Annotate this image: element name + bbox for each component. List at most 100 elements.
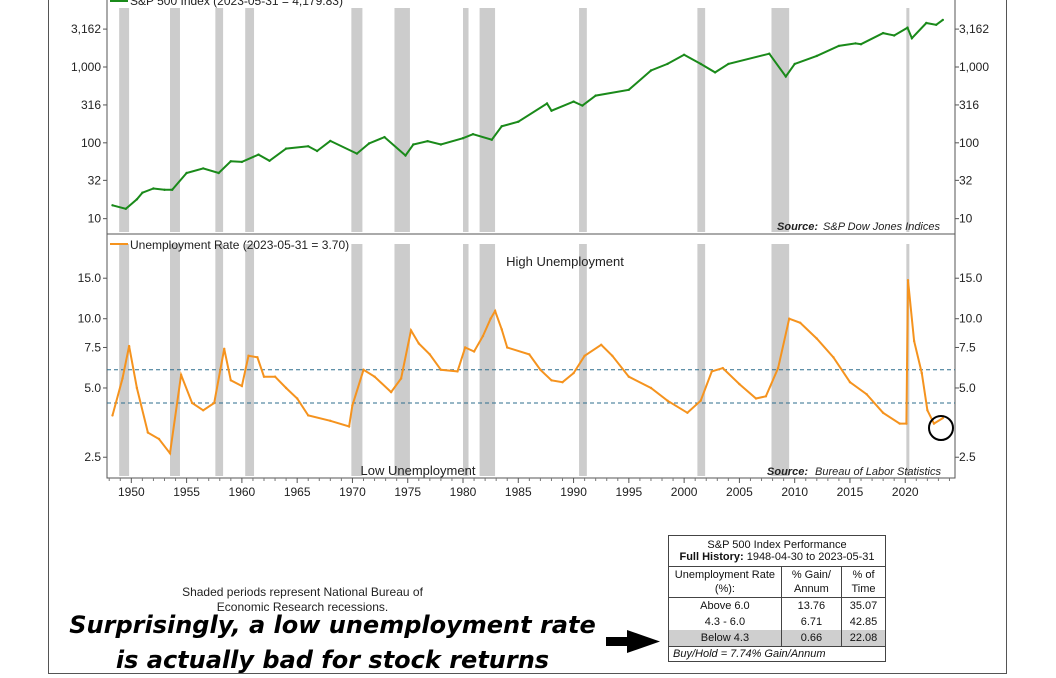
y-tick-label: 10.0: [78, 312, 102, 326]
arrow-right-icon: [606, 630, 660, 653]
unemployment-point: [417, 342, 420, 345]
recession-band: [771, 8, 790, 232]
sp500-point: [426, 140, 429, 143]
unemployment-point: [627, 375, 630, 378]
recession-band: [479, 244, 496, 476]
recession-band: [463, 244, 469, 476]
unemployment-point: [347, 425, 351, 428]
recession-band: [245, 8, 255, 232]
unemployment-point: [649, 386, 653, 390]
sp500-point: [315, 149, 319, 153]
row-gain: 6.71: [781, 614, 843, 630]
x-tick-label: 1960: [229, 485, 256, 499]
sp500-point: [713, 71, 717, 74]
recession-band: [351, 244, 363, 476]
unemployment-point: [127, 344, 131, 348]
unemployment-point: [932, 422, 936, 425]
unemployment-point: [799, 321, 802, 324]
top-panel-border: [106, 0, 956, 235]
row-gain: 13.76: [781, 597, 843, 614]
unemployment-point: [583, 354, 586, 357]
bottom-y-axis: 2.5 2.5 5.0 5.0 7.5 7.5 10.0 10.0 15.0 15.0: [78, 271, 983, 464]
sp500-point: [859, 43, 863, 46]
unemployment-point: [832, 356, 835, 359]
unemployment-point: [146, 431, 150, 434]
sp500-point: [124, 207, 128, 210]
sp500-point: [793, 62, 796, 66]
top-y-axis: 10 10 32 32 100 100 316 316 1,000 1,000 3,162 3,162: [71, 22, 989, 226]
header-gain: % Gain/ Annum: [781, 567, 843, 598]
sp500-point: [284, 147, 288, 150]
sp500-point: [545, 102, 549, 105]
unemployment-point: [168, 452, 172, 455]
x-axis: 1950 1955 1960 1965 1970 1975 1980 1985 1990 1995…: [108, 478, 950, 499]
unemployment-point: [409, 329, 413, 332]
unemployment-point: [941, 416, 944, 420]
recession-band: [479, 8, 496, 232]
unemployment-point: [611, 354, 614, 357]
recession-band: [170, 8, 180, 232]
header-time: % of Time: [841, 567, 885, 598]
unemployment-point: [600, 343, 603, 346]
unemployment-point: [284, 386, 288, 390]
unemployment-point: [528, 353, 531, 356]
unemployment-point: [481, 334, 485, 338]
unemployment-point: [329, 419, 332, 422]
sp500-point: [517, 120, 520, 123]
unemployment-point: [754, 397, 758, 400]
low-unemployment-label: Low Unemployment: [361, 463, 476, 478]
unemployment-point: [905, 422, 908, 425]
sp500-point: [329, 139, 332, 143]
unemployment-point: [710, 370, 713, 373]
row-label: Above 6.0: [669, 597, 782, 614]
sp500-point: [699, 62, 702, 66]
unemployment-point: [815, 337, 818, 340]
unemployment-point: [699, 399, 702, 402]
unemployment-point: [240, 384, 244, 388]
y-tick-label: 5.0: [959, 381, 976, 395]
unemployment-point: [666, 399, 669, 402]
x-tick-label: 2010: [781, 485, 808, 499]
unemployment-source: Bureau of Labor Statistics: [815, 466, 941, 478]
sp500-point: [185, 171, 188, 175]
recession-band: [394, 244, 410, 476]
unemployment-point: [721, 366, 724, 370]
sp500-point: [257, 153, 260, 156]
unemployment-point: [464, 346, 467, 349]
recession-band: [215, 244, 224, 476]
y-tick-label: 10: [959, 212, 973, 226]
row-time: 35.07: [849, 600, 878, 612]
unemployment-point: [865, 393, 868, 396]
performance-table: S&P 500 Index Performance Full History: …: [668, 535, 886, 662]
y-tick-label: 32: [88, 173, 102, 187]
y-tick-label: 100: [81, 136, 101, 150]
performance-table-title: S&P 500 Index Performance: [707, 539, 847, 551]
recession-band: [394, 8, 410, 232]
sp500-point: [727, 62, 730, 66]
recession-band: [170, 244, 180, 476]
unemployment-point: [776, 366, 780, 370]
x-tick-label: 2005: [726, 485, 753, 499]
y-tick-label: 10: [88, 212, 102, 226]
unemployment-point: [881, 411, 885, 414]
sp500-point: [500, 125, 503, 128]
sp500-point: [627, 88, 630, 92]
y-tick-label: 15.0: [959, 271, 983, 285]
unemployment-point: [686, 411, 689, 414]
sp500-point: [111, 204, 114, 207]
recession-band: [245, 244, 255, 476]
sp500-point: [910, 37, 914, 40]
x-tick-label: 1950: [118, 485, 145, 499]
y-tick-label: 2.5: [959, 450, 976, 464]
unemployment-point: [307, 414, 310, 417]
sp500-point: [141, 191, 144, 194]
recession-band: [119, 8, 130, 232]
recession-band: [463, 8, 469, 232]
sp500-point: [594, 94, 597, 97]
x-tick-label: 1965: [284, 485, 311, 499]
sp500-point: [925, 21, 928, 25]
y-tick-label: 1,000: [959, 60, 989, 74]
y-tick-label: 316: [959, 98, 979, 112]
unemployment-point: [472, 350, 476, 353]
unemployment-point: [190, 401, 194, 405]
